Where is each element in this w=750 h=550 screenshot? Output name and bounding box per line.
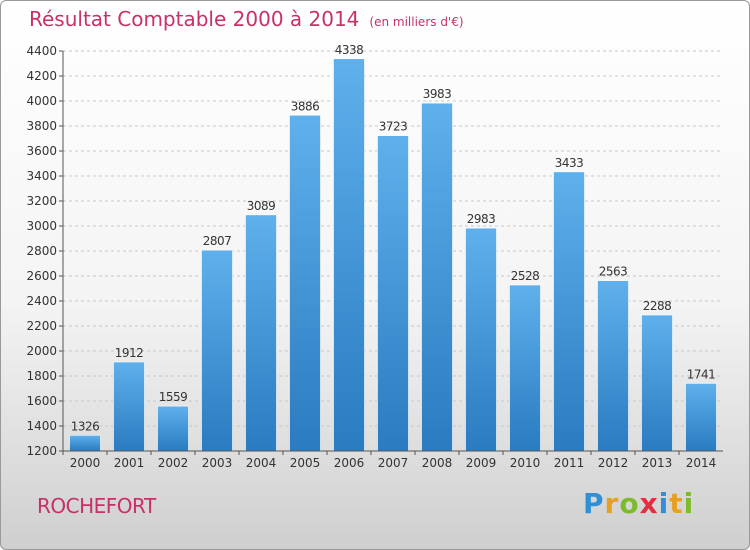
data-labels: 1326 1912 1559 2807 3089 3886 4338 3723 3983 2983… [71, 43, 716, 434]
data-label: 2288 [643, 299, 672, 313]
y-tick-label: 4200 [26, 69, 57, 83]
data-label: 4338 [335, 43, 364, 57]
bar-2005 [289, 114, 321, 452]
logo-letter: t [669, 487, 684, 520]
chart-subtitle: (en milliers d'€) [369, 15, 464, 29]
bars [69, 58, 717, 452]
bar-2014 [685, 383, 717, 452]
bar-2013 [641, 314, 673, 452]
x-tick-label: 2002 [158, 456, 189, 470]
y-tick-label: 1800 [26, 369, 57, 383]
data-label: 1912 [115, 346, 144, 360]
data-label: 2983 [467, 212, 496, 226]
x-tick-label: 2009 [466, 456, 497, 470]
bar-2008 [421, 102, 453, 452]
y-tick-label: 2600 [26, 269, 57, 283]
y-tick-label: 2400 [26, 294, 57, 308]
bar-2000 [69, 434, 101, 452]
data-label: 3983 [423, 87, 452, 101]
logo-letter: i [658, 487, 670, 520]
y-tick-label: 2200 [26, 319, 57, 333]
y-tick-label: 4400 [26, 44, 57, 58]
y-tick-label: 3400 [26, 169, 57, 183]
x-tick-label: 2014 [686, 456, 717, 470]
proxiti-logo: Proxiti [583, 487, 694, 520]
logo-letter: o [619, 487, 640, 520]
bar-2011 [553, 171, 585, 452]
data-label: 2563 [599, 265, 628, 279]
logo-letter: P [583, 487, 605, 520]
x-tick-label: 2008 [422, 456, 453, 470]
logo-letter: i [683, 487, 695, 520]
bar-2009 [465, 227, 497, 452]
data-label: 1559 [159, 390, 188, 404]
data-label: 1741 [687, 367, 716, 381]
bar-2003 [201, 249, 233, 452]
x-tick-label: 2012 [598, 456, 629, 470]
x-tick-label: 2003 [202, 456, 233, 470]
y-tick-label: 2000 [26, 344, 57, 358]
bar-2012 [597, 280, 629, 452]
logo-letter: x [639, 487, 659, 520]
x-tick-label: 2001 [114, 456, 145, 470]
y-axis-ticks: 1200 1400 1600 1800 2000 2200 2400 2600 2800 3000… [26, 44, 63, 458]
x-tick-label: 2006 [334, 456, 365, 470]
x-tick-label: 2005 [290, 456, 321, 470]
y-tick-label: 1600 [26, 394, 57, 408]
logo-letter: r [604, 487, 620, 520]
city-name: ROCHEFORT [37, 494, 156, 518]
y-tick-label: 3600 [26, 144, 57, 158]
x-axis-ticks: 2000 2001 2002 2003 2004 2005 2006 2007 2008 2009… [62, 451, 717, 470]
data-label: 3089 [247, 199, 276, 213]
axes [62, 51, 723, 452]
y-tick-label: 3200 [26, 194, 57, 208]
x-tick-label: 2010 [510, 456, 541, 470]
x-tick-label: 2004 [246, 456, 277, 470]
chart-title-text: Résultat Comptable 2000 à 2014 [29, 7, 360, 31]
y-tick-label: 4000 [26, 94, 57, 108]
y-tick-label: 1200 [26, 444, 57, 458]
data-label: 3886 [291, 99, 320, 113]
bar-2002 [157, 405, 189, 452]
data-label: 1326 [71, 419, 100, 433]
data-label: 3723 [379, 120, 408, 134]
x-tick-label: 2011 [554, 456, 585, 470]
bar-2001 [113, 361, 145, 452]
bar-2004 [245, 214, 277, 452]
data-label: 2528 [511, 269, 540, 283]
bar-2006 [333, 58, 365, 452]
y-tick-label: 3000 [26, 219, 57, 233]
bar-2010 [509, 284, 541, 452]
y-tick-label: 1400 [26, 419, 57, 433]
y-tick-label: 2800 [26, 244, 57, 258]
y-tick-label: 3800 [26, 119, 57, 133]
x-tick-label: 2007 [378, 456, 409, 470]
bar-2007 [377, 135, 409, 452]
x-tick-label: 2013 [642, 456, 673, 470]
data-label: 2807 [203, 234, 232, 248]
chart-title: Résultat Comptable 2000 à 2014 (en millie… [29, 7, 464, 31]
x-tick-label: 2000 [70, 456, 101, 470]
data-label: 3433 [555, 156, 584, 170]
